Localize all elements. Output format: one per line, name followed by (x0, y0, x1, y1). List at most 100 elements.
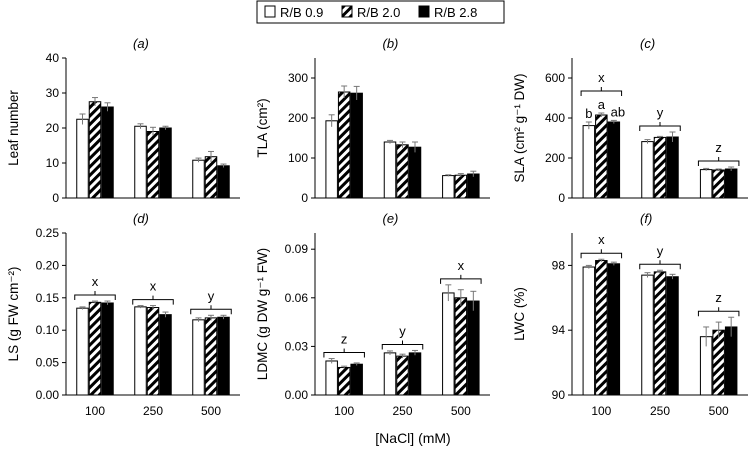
bar-f-250-2 (666, 276, 679, 396)
x-tick-label: 250 (143, 404, 163, 418)
bar-c-500-2 (724, 168, 738, 199)
bar-f-250-0 (641, 274, 654, 396)
group-bracket (132, 299, 174, 305)
group-letter: y (657, 243, 664, 258)
y-axis-title: TLA (cm²) (255, 98, 270, 157)
bar-d-100-1 (88, 301, 102, 396)
y-tick-label: 40 (46, 51, 60, 65)
group-letter: y (657, 105, 664, 120)
bar-a-250-1 (146, 131, 160, 199)
bar-letter: a (598, 97, 606, 112)
bar-d-100-0 (76, 307, 89, 396)
y-tick-label: 20 (46, 121, 60, 135)
bar-e-250-0 (383, 352, 397, 396)
legend-item-0: R/B 0.9 (264, 5, 323, 20)
bar-b-250-2 (408, 146, 422, 199)
group-bracket (190, 308, 232, 315)
bar-e-500-1 (454, 297, 468, 396)
x-tick-label: 100 (334, 404, 354, 418)
x-tick-label: 100 (85, 404, 105, 418)
y-tick-label: 600 (545, 71, 565, 85)
y-axis-title: Leaf number (6, 90, 21, 166)
y-axis-title: SLA (cm² g⁻¹ DW) (512, 73, 527, 182)
group-bracket (697, 310, 740, 317)
y-tick-label: 0.00 (285, 388, 309, 402)
group-bracket (580, 252, 623, 259)
bar-a-500-0 (192, 159, 205, 199)
y-tick-label: 0 (52, 191, 59, 205)
y-tick-label: 0.00 (36, 388, 60, 402)
group-letter: x (92, 274, 99, 289)
bar-c-100-0 (582, 125, 596, 199)
panel-label: (d) (133, 211, 149, 226)
panel-c: 0 200 400 600 SLA (cm² g⁻¹ DW) (c) x y z ba ab (512, 36, 748, 205)
bar-letter: ab (611, 104, 625, 119)
x-tick-label: 500 (451, 404, 471, 418)
y-tick-label: 0.05 (36, 356, 60, 370)
y-tick-label: 0 (301, 191, 308, 205)
legend-item-1: R/B 2.0 (341, 5, 400, 20)
y-tick-label: 30 (46, 86, 60, 100)
y-tick-label: 98 (552, 258, 566, 272)
panel-e: 0.00 0.03 0.06 0.09 LDMC (g DW g⁻¹ FW) (e) 100… (255, 211, 490, 418)
legend-label-1: R/B 2.0 (357, 5, 400, 20)
bar-d-500-2 (217, 316, 230, 396)
bar-a-500-2 (217, 165, 230, 199)
bar-d-250-1 (146, 307, 160, 396)
bar-f-250-1 (653, 271, 667, 396)
bar-d-250-2 (159, 314, 172, 396)
panel-a: 0 10 20 30 40 Leaf number (a) (6, 36, 240, 205)
y-tick-label: 0.20 (36, 258, 60, 272)
bar-e-250-1 (396, 355, 409, 396)
bar-f-100-1 (595, 260, 608, 396)
bar-e-500-2 (467, 300, 480, 396)
panel-label: (a) (133, 36, 149, 51)
panel-label: (f) (640, 211, 652, 226)
legend-item-2: R/B 2.8 (418, 5, 477, 20)
panel-label: (b) (383, 36, 399, 51)
bar-a-100-0 (76, 118, 89, 199)
bar-d-500-1 (204, 317, 218, 396)
bar-a-100-1 (88, 101, 102, 199)
legend-frame (256, 0, 505, 24)
bar-f-100-0 (582, 266, 596, 396)
y-tick-label: 0 (558, 191, 565, 205)
panel-label: (e) (383, 211, 399, 226)
x-tick-label: 250 (650, 404, 670, 418)
group-letter: z (715, 290, 722, 305)
y-tick-label: 100 (288, 151, 308, 165)
group-letter: x (598, 232, 605, 247)
bar-b-500-2 (467, 173, 480, 199)
legend-swatch-2 (418, 5, 430, 18)
x-tick-label: 500 (201, 404, 221, 418)
y-tick-label: 200 (288, 111, 308, 125)
bar-e-500-0 (442, 292, 455, 396)
x-tick-label: 250 (392, 404, 412, 418)
panel-f: 90 94 98 LWC (%) (f) 100 250 500 x y z (512, 211, 748, 418)
bar-b-100-1 (337, 91, 351, 199)
panel-d: 0.00 0.05 0.10 0.15 0.20 0.25 LS (g FW cm⁻²) (d… (6, 211, 240, 418)
legend-swatch-1 (341, 5, 353, 18)
bar-a-250-0 (134, 125, 147, 199)
group-bracket (74, 294, 116, 301)
y-tick-label: 300 (288, 71, 308, 85)
group-bracket (697, 160, 740, 166)
group-letter: y (208, 288, 215, 303)
bar-b-500-1 (454, 174, 468, 199)
bar-a-250-2 (159, 127, 172, 199)
bar-c-500-0 (699, 169, 713, 199)
group-letter: x (458, 258, 465, 273)
group-letter: x (150, 279, 157, 294)
bar-d-100-2 (101, 302, 114, 396)
bar-a-100-2 (101, 106, 114, 199)
y-tick-label: 0.10 (36, 323, 60, 337)
bar-b-250-1 (396, 144, 409, 199)
panel-label: (c) (640, 36, 655, 51)
group-bracket (639, 125, 681, 131)
bar-e-100-1 (337, 366, 351, 396)
group-bracket (323, 352, 365, 358)
legend-label-2: R/B 2.8 (434, 5, 477, 20)
group-letter: z (715, 140, 722, 155)
